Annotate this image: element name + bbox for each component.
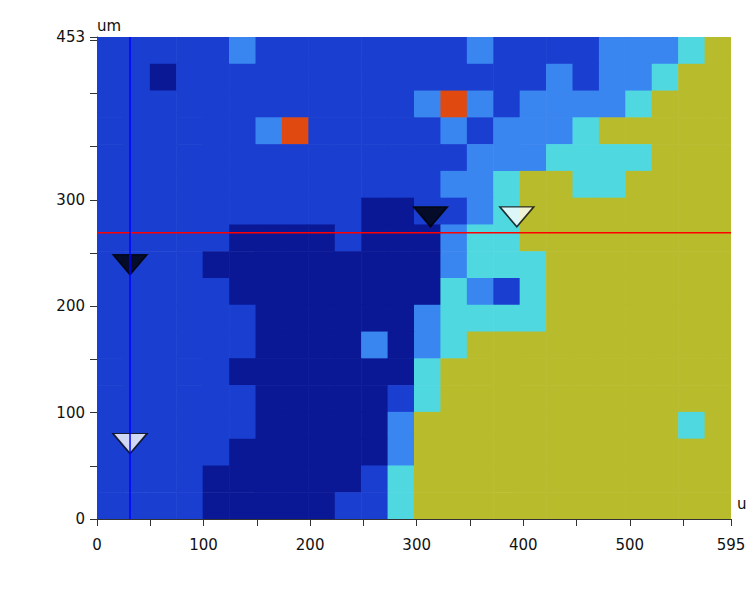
svg-text:u: u: [737, 495, 747, 513]
svg-text:0: 0: [92, 536, 102, 554]
svg-text:100: 100: [56, 404, 85, 422]
svg-text:100: 100: [189, 536, 218, 554]
svg-text:453: 453: [56, 28, 85, 46]
svg-text:595: 595: [717, 536, 746, 554]
svg-text:300: 300: [56, 191, 85, 209]
svg-text:um: um: [97, 17, 121, 35]
svg-text:0: 0: [75, 510, 85, 528]
svg-text:200: 200: [296, 536, 325, 554]
svg-text:400: 400: [509, 536, 538, 554]
svg-text:500: 500: [615, 536, 644, 554]
svg-text:300: 300: [402, 536, 431, 554]
svg-text:200: 200: [56, 297, 85, 315]
